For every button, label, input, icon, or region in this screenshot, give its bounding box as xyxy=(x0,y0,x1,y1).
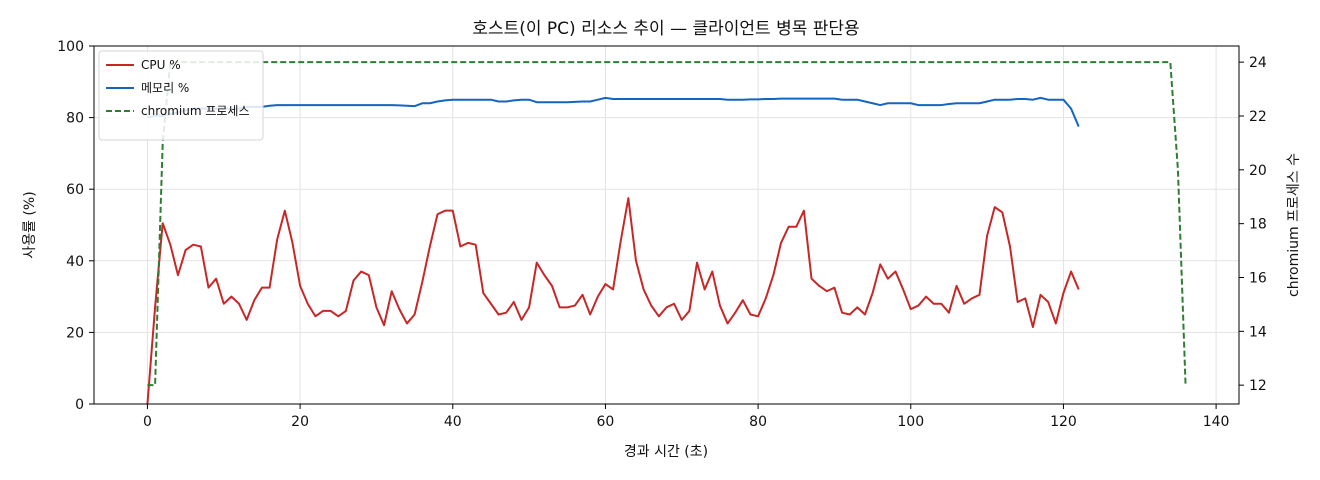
y-tick-label: 100 xyxy=(57,39,84,55)
y2-tick-label: 22 xyxy=(1249,109,1267,125)
legend: CPU % 메모리 % chromium 프로세스 xyxy=(98,50,264,141)
y2-tick-label: 20 xyxy=(1249,163,1267,179)
x-tick-label: 60 xyxy=(597,414,615,430)
x-tick-label: 140 xyxy=(1203,414,1230,430)
y2-tick-label: 24 xyxy=(1249,55,1267,71)
x-tick-label: 80 xyxy=(749,414,767,430)
y2-axis-label: chromium 프로세스 수 xyxy=(1286,153,1302,297)
axes: 0 20 40 60 80 100 120 140 0 20 40 60 80 100 12 14 16 18 20… xyxy=(57,39,1267,430)
y-tick-label: 0 xyxy=(75,397,84,413)
chart-title: 호스트(이 PC) 리소스 추이 — 클라이언트 병목 판단용 xyxy=(472,19,859,39)
x-tick-label: 40 xyxy=(444,414,462,430)
x-tick-label: 20 xyxy=(291,414,309,430)
plot-frame xyxy=(93,45,1240,405)
y-tick-label: 60 xyxy=(66,182,84,198)
legend-box xyxy=(98,50,264,141)
x-tick-label: 100 xyxy=(897,414,924,430)
x-axis-label: 경과 시간 (초) xyxy=(624,444,708,460)
x-tick-label: 120 xyxy=(1050,414,1077,430)
y2-tick-label: 18 xyxy=(1249,217,1267,233)
legend-label: CPU % xyxy=(141,58,181,72)
y-tick-label: 20 xyxy=(66,325,84,341)
y2-tick-label: 16 xyxy=(1249,270,1267,286)
y2-tick-label: 12 xyxy=(1249,378,1267,394)
y-tick-label: 40 xyxy=(66,254,84,270)
series-line-1 xyxy=(147,96,1080,127)
legend-label: chromium 프로세스 xyxy=(141,104,250,118)
y-tick-label: 80 xyxy=(66,111,84,127)
series-line-0 xyxy=(146,197,1080,405)
y-axis-label: 사용률 (%) xyxy=(22,191,38,258)
y2-tick-label: 14 xyxy=(1249,324,1267,340)
legend-label: 메모리 % xyxy=(141,81,189,95)
x-tick-label: 0 xyxy=(143,414,152,430)
